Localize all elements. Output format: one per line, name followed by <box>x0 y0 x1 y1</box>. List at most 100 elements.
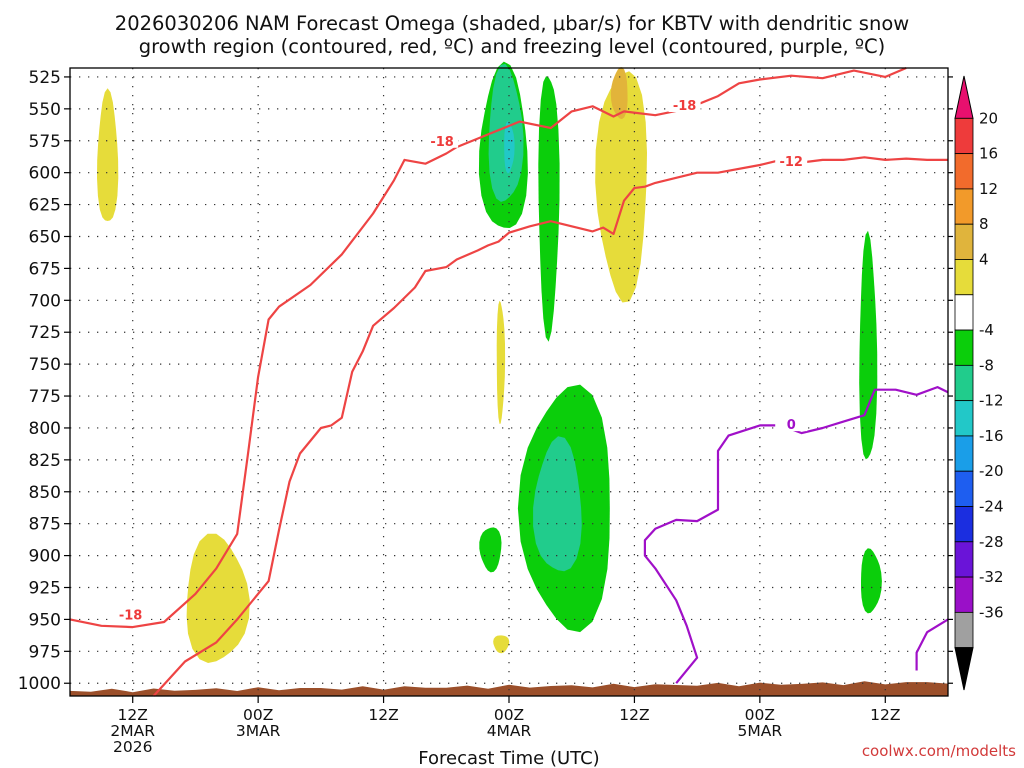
y-tick-label: 800 <box>29 419 61 439</box>
y-tick-label: 975 <box>29 642 61 662</box>
colorbar-label: 16 <box>979 145 998 163</box>
freezing-level-contour-2 <box>915 618 949 671</box>
colorbar-label: 8 <box>979 215 989 233</box>
x-tick-label: 00Z <box>745 706 775 724</box>
x-tick-label: 12Z <box>368 706 398 724</box>
freezing-level-contour-1 <box>643 386 949 684</box>
omega-region--4 <box>859 230 878 460</box>
colorbar-swatch <box>954 541 974 578</box>
x-tick-label: 12Z <box>619 706 649 724</box>
omega-region--12 <box>504 121 515 174</box>
y-tick-label: 600 <box>29 164 61 184</box>
colorbar-label: -36 <box>979 603 1004 621</box>
contour-labels: -18 -18 -18 -12 0 <box>114 98 808 623</box>
colorbar-label: 12 <box>979 180 998 198</box>
colorbar-swatch <box>954 329 974 366</box>
y-tick-label: 900 <box>29 547 61 567</box>
y-tick-label: 525 <box>29 68 61 88</box>
y-tick-label: 875 <box>29 515 61 535</box>
omega-region--4 <box>861 548 882 614</box>
colorbar-swatch <box>954 435 974 472</box>
y-tick-label: 675 <box>29 259 61 279</box>
x-tick-date: 4MAR <box>487 722 532 740</box>
y-tick-label: 1000 <box>18 674 61 694</box>
colorbar-swatch <box>954 259 974 296</box>
omega-region--4 <box>479 527 502 573</box>
colorbar-label: 20 <box>979 109 998 127</box>
colorbar-swatch <box>954 611 974 649</box>
x-tick-date: 3MAR <box>236 722 281 740</box>
colorbar-label: -4 <box>979 321 994 339</box>
y-tick-label: 650 <box>29 227 61 247</box>
contour-label: -18 <box>119 608 143 623</box>
colorbar-swatch <box>954 400 974 437</box>
x-axis-title: Forecast Time (UTC) <box>418 748 599 768</box>
ground-surface <box>70 681 948 696</box>
contour-label: 0 <box>787 418 796 433</box>
colorbar-swatch <box>954 294 974 331</box>
y-tick-label: 700 <box>29 291 61 311</box>
contour-label-bg <box>775 417 808 432</box>
contour-label-bg <box>426 133 459 148</box>
contour-label: -18 <box>430 135 454 150</box>
y-tick-label: 750 <box>29 355 61 375</box>
credit-link[interactable]: coolwx.com/modelts <box>862 742 1016 760</box>
colorbar-label: -24 <box>979 498 1004 516</box>
colorbar-bottom-arrow <box>954 647 974 691</box>
omega-region-4 <box>496 300 506 424</box>
colorbar: 20 16 12 8 4 -4 -8 -12 -16 -20 -24 -28 -32 -36 <box>954 75 1004 691</box>
colorbar-swatch <box>954 188 974 225</box>
colorbar-swatch <box>954 364 974 402</box>
x-tick-label: 12Z <box>118 706 148 724</box>
dendritic-contour-1 <box>69 66 907 629</box>
y-tick-label: 925 <box>29 579 61 599</box>
omega-region-8 <box>610 67 628 120</box>
x-tick-date: 5MAR <box>738 722 783 740</box>
omega-region--4 <box>538 76 560 342</box>
y-tick-label: 575 <box>29 132 61 152</box>
colorbar-swatch <box>954 576 974 613</box>
colorbar-top-arrow <box>954 75 974 119</box>
contour-label-bg <box>668 98 701 113</box>
y-tick-label: 950 <box>29 610 61 630</box>
colorbar-label: -32 <box>979 568 1004 586</box>
x-tick-label: 00Z <box>243 706 273 724</box>
colorbar-label: -8 <box>979 356 994 374</box>
x-tick-year: 2026 <box>113 738 152 756</box>
x-tick-label: 12Z <box>870 706 900 724</box>
colorbar-swatch <box>954 117 974 155</box>
y-tick-label: 550 <box>29 100 61 120</box>
y-tick-label: 850 <box>29 483 61 503</box>
pressure-axis: 525 550 575 600 625 650 675 700 725 750 775 800 825 8… <box>18 68 953 694</box>
ground-fill <box>70 681 948 696</box>
y-tick-label: 625 <box>29 196 61 216</box>
colorbar-swatch <box>954 153 974 190</box>
omega-region-4 <box>493 635 510 654</box>
x-tick-label: 00Z <box>494 706 524 724</box>
contour-label-bg <box>114 607 147 622</box>
colorbar-label: -20 <box>979 462 1004 480</box>
y-tick-label: 725 <box>29 323 61 343</box>
colorbar-label: -12 <box>979 392 1004 410</box>
y-tick-label: 775 <box>29 387 61 407</box>
contour-label: -12 <box>779 155 803 170</box>
omega-region--8 <box>533 436 582 572</box>
contour-label-bg <box>775 154 808 169</box>
omega-region-4 <box>186 533 250 663</box>
chart-title-line-1: 2026030206 NAM Forecast Omega (shaded, μ… <box>115 12 909 35</box>
colorbar-label: -28 <box>979 533 1004 551</box>
colorbar-swatch <box>954 506 974 543</box>
omega-shading <box>97 61 882 663</box>
omega-region-4 <box>97 88 119 221</box>
colorbar-label: 4 <box>979 250 989 268</box>
x-tick-date: 2MAR <box>110 722 155 740</box>
chart-title-line-2: growth region (contoured, red, ºC) and f… <box>139 35 886 58</box>
colorbar-swatch <box>954 470 974 507</box>
colorbar-swatch <box>954 223 974 260</box>
y-tick-label: 825 <box>29 451 61 471</box>
omega-region-4 <box>595 71 647 303</box>
contour-label: -18 <box>673 99 697 114</box>
colorbar-label: -16 <box>979 427 1004 445</box>
